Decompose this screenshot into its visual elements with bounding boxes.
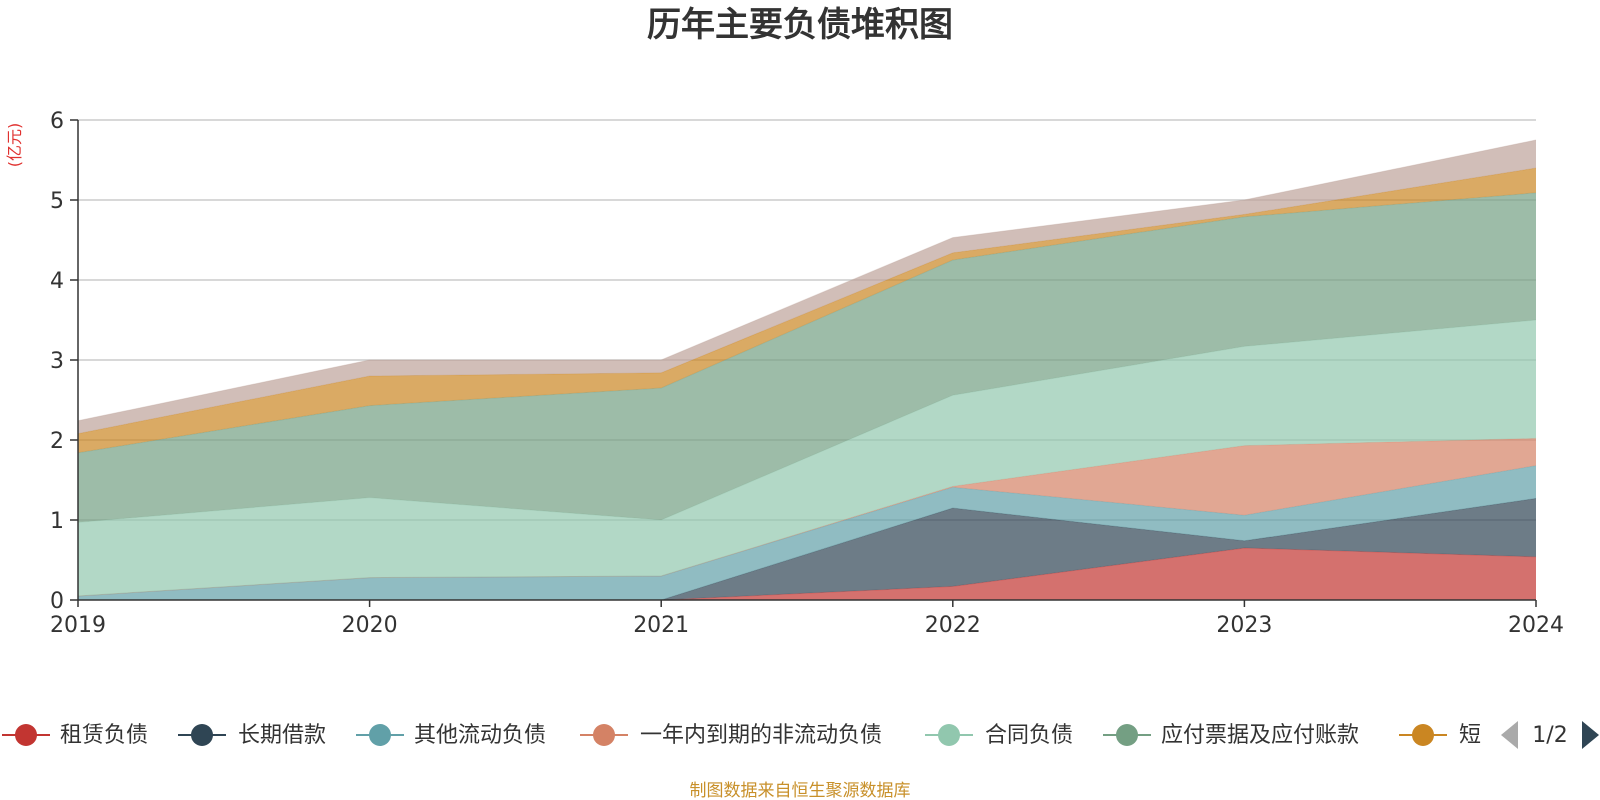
legend-label: 其他流动负债 bbox=[414, 723, 546, 748]
legend-marker bbox=[1116, 724, 1138, 746]
area-series-1[interactable] bbox=[78, 498, 1536, 600]
legend-page-indicator: 1/2 bbox=[1532, 723, 1567, 748]
y-tick-label: 5 bbox=[50, 189, 64, 214]
y-tick-label: 6 bbox=[50, 109, 64, 134]
area-series bbox=[77, 139, 1537, 601]
legend-marker bbox=[938, 724, 960, 746]
legend-item-3[interactable]: 一年内到期的非流动负债 bbox=[580, 723, 882, 748]
area-series-2[interactable] bbox=[78, 465, 1536, 600]
y-tick-label: 0 bbox=[50, 589, 64, 614]
chart-title: 历年主要负债堆积图 bbox=[647, 5, 953, 45]
x-tick-label: 2021 bbox=[633, 613, 689, 638]
legend-label: 应付票据及应付账款 bbox=[1161, 723, 1359, 748]
y-tick-label: 1 bbox=[50, 509, 64, 534]
y-tick-label: 4 bbox=[50, 269, 64, 294]
source-note: 制图数据来自恒生聚源数据库 bbox=[690, 781, 911, 800]
legend-label: 合同负债 bbox=[985, 723, 1073, 748]
area-series-4[interactable] bbox=[78, 320, 1536, 596]
x-tick-label: 2024 bbox=[1508, 613, 1564, 638]
legend-item-4[interactable]: 合同负债 bbox=[925, 723, 1073, 748]
area-series-3[interactable] bbox=[78, 438, 1536, 596]
y-tick-label: 2 bbox=[50, 429, 64, 454]
y-tick-label: 3 bbox=[50, 349, 64, 374]
x-tick-label: 2020 bbox=[342, 613, 398, 638]
legend-item-1[interactable]: 长期借款 bbox=[178, 723, 326, 748]
legend-marker bbox=[15, 724, 37, 746]
legend-marker bbox=[191, 724, 213, 746]
legend-prev-page-icon[interactable] bbox=[1501, 721, 1518, 749]
legend-marker bbox=[369, 724, 391, 746]
legend-label: 长期借款 bbox=[238, 723, 326, 748]
x-tick-label: 2019 bbox=[50, 613, 106, 638]
legend-label: 短 bbox=[1459, 723, 1481, 748]
y-axis-unit: (亿元) bbox=[5, 123, 24, 168]
legend-item-2[interactable]: 其他流动负债 bbox=[356, 723, 546, 748]
legend-label: 租赁负债 bbox=[60, 723, 148, 748]
area-series-7[interactable] bbox=[78, 140, 1536, 434]
legend-label: 一年内到期的非流动负债 bbox=[640, 723, 882, 748]
legend-item-0[interactable]: 租赁负债 bbox=[2, 723, 148, 748]
legend-item-6[interactable]: 短 bbox=[1399, 723, 1481, 748]
legend: 租赁负债 长期借款 其他流动负债 一年内到期的非流动负债 合同负债 应付票据及应… bbox=[2, 721, 1599, 749]
legend-marker bbox=[593, 724, 615, 746]
y-axis-ticks: 0 1 2 3 4 5 6 bbox=[50, 109, 78, 614]
x-tick-label: 2022 bbox=[925, 613, 981, 638]
legend-next-page-icon[interactable] bbox=[1582, 721, 1599, 749]
x-tick-label: 2023 bbox=[1216, 613, 1272, 638]
area-series-6[interactable] bbox=[78, 168, 1536, 453]
area-series-0[interactable] bbox=[78, 548, 1536, 600]
area-series-5[interactable] bbox=[78, 192, 1536, 523]
area-series-line-7 bbox=[77, 139, 1537, 422]
legend-item-5[interactable]: 应付票据及应付账款 bbox=[1103, 723, 1359, 748]
legend-marker bbox=[1412, 724, 1434, 746]
x-axis-ticks: 2019 2020 2021 2022 2023 2024 bbox=[50, 600, 1564, 638]
